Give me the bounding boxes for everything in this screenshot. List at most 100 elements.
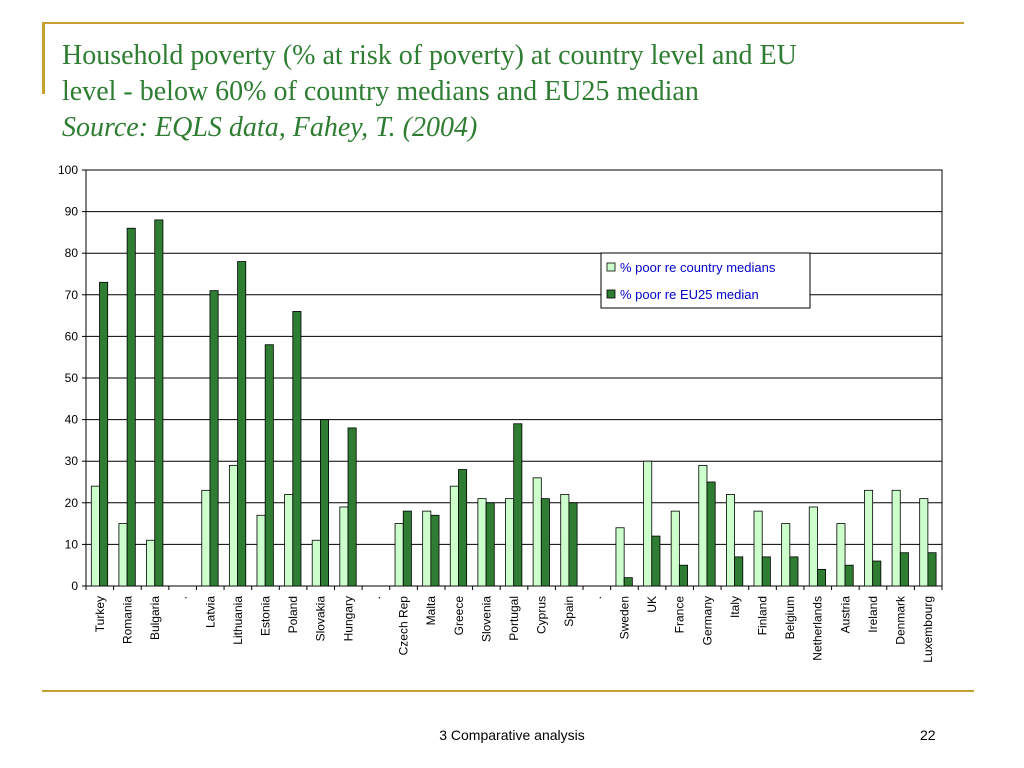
title-line-2: level - below 60% of country medians and… <box>62 76 699 107</box>
bar-country-median <box>864 489 874 587</box>
bar-country-median <box>891 489 901 587</box>
bar-eu25-median <box>568 502 578 587</box>
title-source: Source: EQLS data, Fahey, T. (2004) <box>62 112 478 143</box>
bar-country-median <box>698 464 708 587</box>
y-tick-label: 0 <box>71 579 78 593</box>
bar-country-median <box>118 523 128 587</box>
legend-label: % poor re EU25 median <box>620 287 759 302</box>
x-tick-label: Romania <box>120 596 134 644</box>
legend-label: % poor re country medians <box>620 260 776 275</box>
x-tick-label: . <box>176 596 190 599</box>
y-tick-label: 20 <box>65 496 79 510</box>
slide-title: Household poverty (% at risk of poverty)… <box>62 38 962 146</box>
bar-country-median <box>284 494 294 587</box>
bar-country-median <box>256 514 266 587</box>
x-tick-label: Finland <box>756 596 770 635</box>
y-tick-label: 90 <box>65 205 79 219</box>
x-tick-label: Malta <box>424 596 438 626</box>
bar-country-median <box>725 494 735 587</box>
bar-country-median <box>228 464 238 587</box>
x-tick-label: Belgium <box>783 596 797 639</box>
x-tick-label: Poland <box>286 596 300 633</box>
y-tick-label: 70 <box>65 288 79 302</box>
bar-eu25-median <box>485 502 495 587</box>
bar-eu25-median <box>402 510 412 587</box>
x-tick-label: Sweden <box>617 596 631 639</box>
poverty-bar-chart: 0 10 20 30 40 50 60 70 80 90 100 Turkey Romania Bulga… <box>58 163 943 663</box>
bar-eu25-median <box>872 560 882 587</box>
bar-eu25-median <box>126 227 136 587</box>
bar-country-median <box>643 460 653 587</box>
x-tick-label: Netherlands <box>811 596 825 661</box>
x-tick-label: Slovenia <box>479 596 493 642</box>
bar-country-median <box>201 489 211 587</box>
y-tick-label: 10 <box>65 537 79 551</box>
x-tick-label: Turkey <box>93 596 107 632</box>
x-tick-label: Ireland <box>866 596 880 633</box>
bar-eu25-median <box>651 535 661 587</box>
footer-rule <box>42 690 974 692</box>
x-tick-label: Luxembourg <box>921 596 935 663</box>
bar-country-median <box>146 539 156 587</box>
footer-text: 3 Comparative analysis <box>439 727 585 743</box>
bar-country-median <box>505 498 515 587</box>
bar-country-median <box>422 510 432 587</box>
x-tick-label: Latvia <box>203 596 217 628</box>
x-tick-label: UK <box>645 596 659 613</box>
page-number: 22 <box>920 727 936 743</box>
bar-country-median <box>615 527 625 587</box>
bar-country-median <box>311 539 321 587</box>
bar-eu25-median <box>154 219 164 587</box>
bar-country-median <box>808 506 818 587</box>
x-tick-label: Portugal <box>507 596 521 641</box>
bar-eu25-median <box>99 281 109 587</box>
bar-country-median <box>781 523 791 587</box>
bar-eu25-median <box>430 514 440 587</box>
x-tick-label: Denmark <box>894 595 908 645</box>
bar-eu25-median <box>320 419 330 587</box>
bar-country-median <box>836 523 846 587</box>
x-tick-label: Greece <box>452 596 466 636</box>
legend-swatch <box>606 289 616 299</box>
bar-eu25-median <box>899 552 909 587</box>
bar-country-median <box>919 498 929 587</box>
bar-eu25-median <box>458 469 468 587</box>
x-tick-label: . <box>369 596 383 599</box>
bar-eu25-median <box>927 552 937 587</box>
x-tick-label: Hungary <box>341 596 355 641</box>
bar-country-median <box>532 477 542 587</box>
x-tick-label: Austria <box>838 596 852 634</box>
x-tick-label: Spain <box>562 596 576 627</box>
bar-eu25-median <box>817 568 827 587</box>
bar-eu25-median <box>789 556 799 587</box>
slide-accent-horizontal <box>42 22 964 24</box>
x-tick-label: Germany <box>700 596 714 645</box>
y-tick-label: 60 <box>65 329 79 343</box>
bar-eu25-median <box>844 564 854 587</box>
x-tick-label: Bulgaria <box>148 596 162 640</box>
bar-country-median <box>670 510 680 587</box>
bar-eu25-median <box>209 290 219 587</box>
legend-box <box>600 252 811 309</box>
x-tick-label: Italy <box>728 596 742 618</box>
x-tick-label: Czech Rep <box>397 596 411 656</box>
x-tick-label: . <box>590 596 604 599</box>
bar-eu25-median <box>706 481 716 587</box>
bar-country-median <box>394 523 404 587</box>
legend-swatch <box>606 262 616 272</box>
bar-eu25-median <box>623 577 633 587</box>
y-tick-label: 40 <box>65 413 79 427</box>
y-tick-label: 100 <box>58 163 78 177</box>
x-tick-label: France <box>673 596 687 634</box>
x-tick-label: Lithuania <box>231 596 245 645</box>
bar-country-median <box>90 485 100 587</box>
bar-eu25-median <box>761 556 771 587</box>
slide-accent-vertical <box>42 22 45 94</box>
bar-country-median <box>449 485 459 587</box>
x-tick-label: Estonia <box>258 596 272 636</box>
bar-eu25-median <box>264 344 274 587</box>
bar-eu25-median <box>237 261 247 587</box>
bar-country-median <box>753 510 763 587</box>
bar-country-median <box>339 506 349 587</box>
title-line-1: Household poverty (% at risk of poverty)… <box>62 40 797 71</box>
